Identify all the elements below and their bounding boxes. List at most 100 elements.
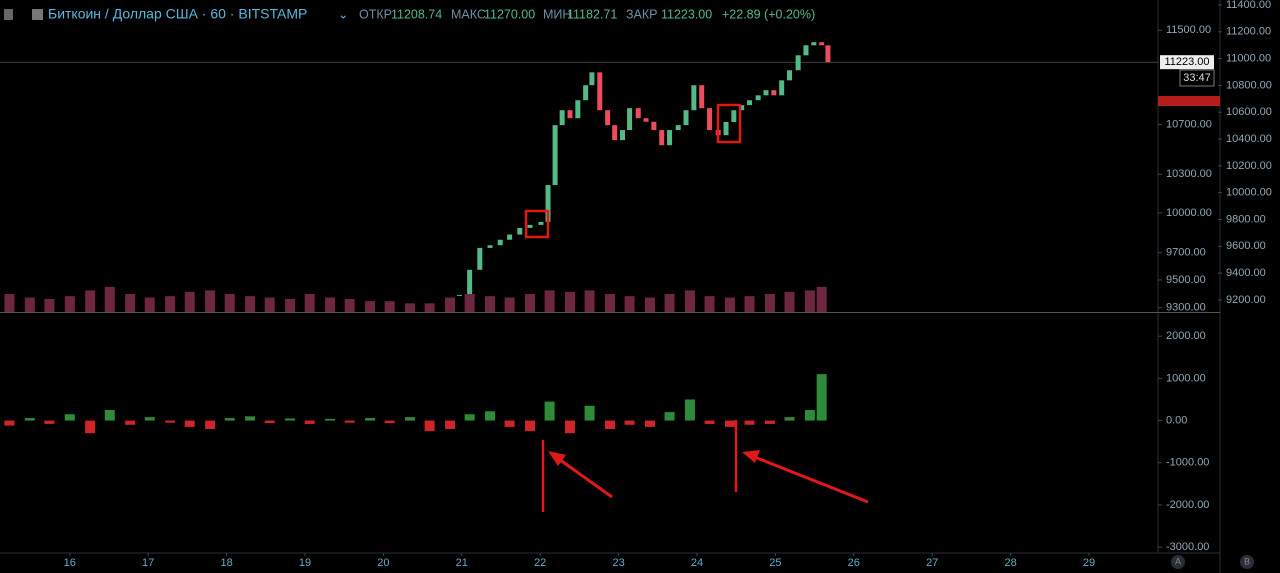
candle <box>771 90 777 96</box>
x-tick-label: 23 <box>612 557 624 569</box>
candle <box>487 245 493 248</box>
dropdown-caret[interactable]: ⌄ <box>338 7 348 21</box>
candle <box>659 130 665 146</box>
candle <box>795 55 801 71</box>
ohlc-value: 11223.00 <box>661 7 712 21</box>
ohlc-label: ЗАКР <box>626 7 658 21</box>
bar <box>144 297 155 312</box>
bar <box>724 297 735 312</box>
bar <box>304 294 315 312</box>
candle <box>497 239 503 246</box>
candle <box>477 247 483 270</box>
button[interactable] <box>1171 555 1185 569</box>
y-tick-label: 10300.00 <box>1166 168 1212 180</box>
bar <box>744 296 755 312</box>
bar <box>125 294 136 312</box>
candle <box>763 90 769 96</box>
candle <box>507 234 513 240</box>
y-tick-label: 9800.00 <box>1226 213 1266 225</box>
y-tick-label: -3000.00 <box>1166 541 1209 553</box>
bar <box>644 420 655 427</box>
arrow <box>555 455 613 499</box>
x-tick-label: 26 <box>848 557 860 569</box>
bar <box>4 420 15 426</box>
candle <box>675 125 681 131</box>
y-tick-label: 11200.00 <box>1226 26 1271 38</box>
candle <box>683 110 689 126</box>
bar <box>485 411 496 421</box>
bar <box>184 291 195 312</box>
bar <box>764 294 775 312</box>
arrow-head <box>548 451 566 466</box>
bar <box>504 420 515 427</box>
bar <box>584 405 595 421</box>
arrow-head <box>742 450 760 463</box>
x-tick-label: 17 <box>142 557 154 569</box>
bar <box>365 301 376 312</box>
bar <box>424 420 435 432</box>
candle <box>731 110 737 122</box>
bar <box>205 290 216 312</box>
y-tick-label: 0.00 <box>1166 414 1187 426</box>
candle <box>456 294 462 296</box>
y-tick-label: 9700.00 <box>1166 247 1206 259</box>
button-label[interactable]: A <box>1175 556 1181 566</box>
candle <box>739 105 745 111</box>
bar <box>264 297 275 312</box>
candle <box>651 121 657 131</box>
candle <box>552 125 558 186</box>
symbol-title[interactable]: Биткоин / Доллар США · 60 · BITSTAMP <box>48 6 307 22</box>
candle <box>589 72 595 86</box>
bar <box>504 297 515 312</box>
candle <box>559 110 565 126</box>
arrow <box>751 454 869 504</box>
bar <box>684 399 695 421</box>
bar <box>285 418 296 421</box>
x-tick-label: 20 <box>377 557 389 569</box>
bar <box>384 301 395 312</box>
candle <box>467 269 473 295</box>
bar <box>365 418 376 421</box>
bar <box>325 418 336 421</box>
y-tick-label: 10700.00 <box>1166 118 1212 130</box>
bar <box>584 290 595 312</box>
last-price-label: 11223.00 <box>1164 56 1209 68</box>
y-tick-label: 1000.00 <box>1166 372 1206 384</box>
ohlc-value: 11270.00 <box>484 7 535 21</box>
bar <box>384 420 395 424</box>
y-tick-label: 10600.00 <box>1226 106 1272 118</box>
bar <box>564 291 575 312</box>
candle <box>605 110 611 126</box>
bar <box>104 410 115 421</box>
bar <box>4 294 15 312</box>
button-label[interactable]: B <box>1244 556 1250 566</box>
candle <box>527 224 533 228</box>
y-tick-label: -1000.00 <box>1166 457 1209 469</box>
bar <box>485 296 496 312</box>
button[interactable] <box>1240 555 1254 569</box>
candle <box>825 45 831 63</box>
y-tick-label: 10800.00 <box>1226 79 1272 91</box>
bar <box>85 290 96 312</box>
bar <box>44 420 55 424</box>
bar <box>64 414 75 421</box>
bar <box>424 303 435 312</box>
bar <box>165 420 176 423</box>
bar <box>664 294 675 312</box>
candle <box>755 95 761 101</box>
bar <box>644 297 655 312</box>
bar <box>445 420 456 429</box>
bar <box>104 286 115 312</box>
symbol-icon <box>4 9 13 20</box>
candle <box>538 221 544 225</box>
y-tick-label: 11000.00 <box>1226 52 1271 64</box>
x-tick-label: 25 <box>769 557 781 569</box>
bar <box>604 294 615 312</box>
bar <box>564 420 575 434</box>
bar <box>664 412 675 421</box>
bar <box>804 410 815 421</box>
candle <box>567 110 573 119</box>
bar <box>344 420 355 423</box>
bar <box>224 294 235 312</box>
